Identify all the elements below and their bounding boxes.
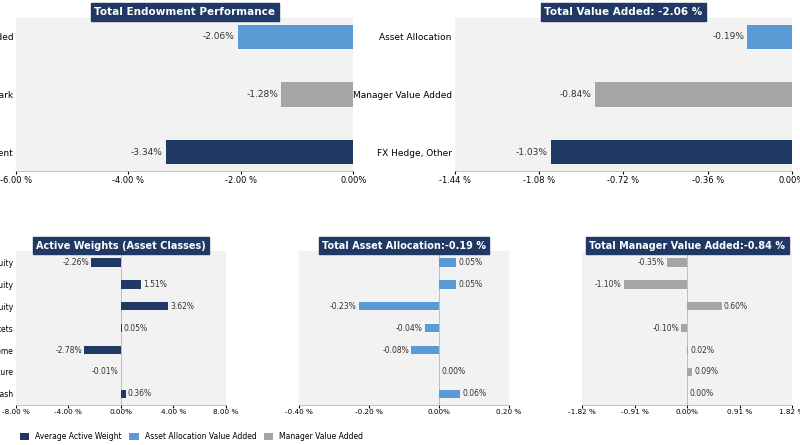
Bar: [121, 280, 141, 288]
Bar: [166, 140, 354, 165]
Text: -1.28%: -1.28%: [246, 90, 278, 99]
Bar: [358, 302, 439, 311]
Text: 0.05%: 0.05%: [124, 324, 148, 332]
Bar: [747, 25, 792, 49]
Text: 0.60%: 0.60%: [724, 302, 748, 311]
Bar: [624, 280, 687, 288]
Title: Total Endowment Performance: Total Endowment Performance: [94, 7, 275, 17]
Text: -0.08%: -0.08%: [382, 345, 409, 355]
Bar: [411, 346, 439, 354]
Text: -0.19%: -0.19%: [712, 32, 744, 41]
Title: Total Asset Allocation:-0.19 %: Total Asset Allocation:-0.19 %: [322, 241, 486, 251]
Title: Total Value Added: -2.06 %: Total Value Added: -2.06 %: [544, 7, 702, 17]
Text: 1.51%: 1.51%: [142, 280, 166, 289]
Bar: [85, 346, 121, 354]
Text: -0.10%: -0.10%: [653, 324, 679, 332]
Bar: [667, 258, 687, 267]
Bar: [425, 324, 439, 332]
Title: Active Weights (Asset Classes): Active Weights (Asset Classes): [36, 241, 206, 251]
Text: 3.62%: 3.62%: [170, 302, 194, 311]
Bar: [91, 258, 121, 267]
Text: 0.05%: 0.05%: [458, 258, 482, 267]
Bar: [439, 390, 460, 398]
Bar: [687, 368, 692, 376]
Text: 0.02%: 0.02%: [690, 345, 714, 355]
Legend: Average Active Weight, Asset Allocation Value Added, Manager Value Added: Average Active Weight, Asset Allocation …: [20, 432, 363, 441]
Bar: [595, 82, 792, 107]
Bar: [121, 302, 168, 311]
Text: -0.04%: -0.04%: [396, 324, 423, 332]
Text: -3.34%: -3.34%: [130, 148, 162, 157]
Text: 0.00%: 0.00%: [441, 368, 465, 376]
Text: 0.05%: 0.05%: [458, 280, 482, 289]
Text: -0.01%: -0.01%: [92, 368, 118, 376]
Bar: [682, 324, 687, 332]
Text: -1.10%: -1.10%: [595, 280, 622, 289]
Text: -0.23%: -0.23%: [330, 302, 357, 311]
Text: 0.09%: 0.09%: [694, 368, 718, 376]
Text: -2.78%: -2.78%: [56, 345, 82, 355]
Text: -1.03%: -1.03%: [515, 148, 547, 157]
Text: -0.35%: -0.35%: [638, 258, 665, 267]
Text: 0.36%: 0.36%: [128, 389, 152, 398]
Text: -2.06%: -2.06%: [202, 32, 234, 41]
Bar: [687, 346, 688, 354]
Bar: [439, 280, 457, 288]
Text: 0.00%: 0.00%: [690, 389, 714, 398]
Title: Total Manager Value Added:-0.84 %: Total Manager Value Added:-0.84 %: [589, 241, 785, 251]
Text: -0.84%: -0.84%: [560, 90, 592, 99]
Bar: [238, 25, 354, 49]
Bar: [687, 302, 722, 311]
Bar: [282, 82, 354, 107]
Text: -2.26%: -2.26%: [62, 258, 89, 267]
Bar: [550, 140, 792, 165]
Text: 0.06%: 0.06%: [462, 389, 486, 398]
Bar: [121, 390, 126, 398]
Bar: [439, 258, 457, 267]
